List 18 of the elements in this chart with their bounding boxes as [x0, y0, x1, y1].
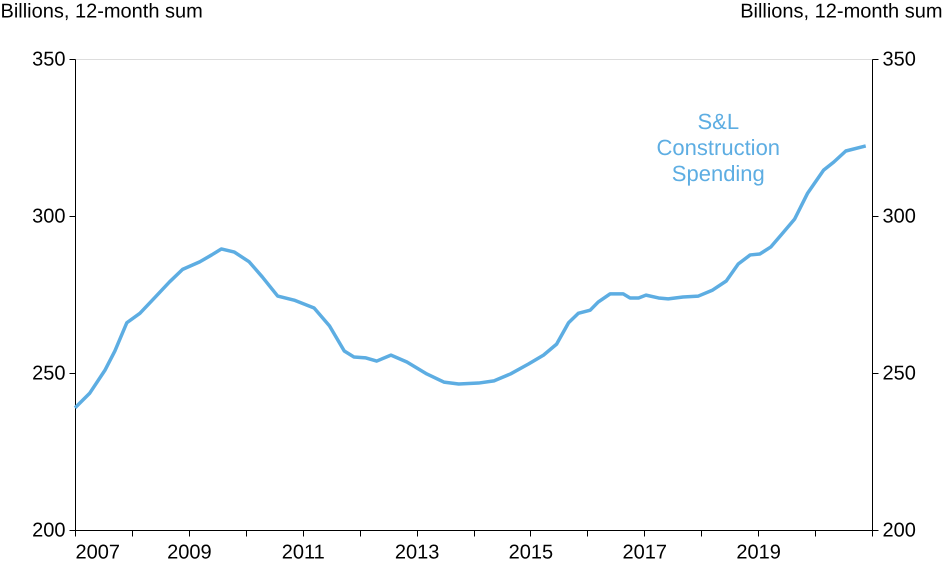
x-tick-label: 2013 [394, 542, 440, 564]
y-axis-title: Billions, 12-month sum [0, 0, 203, 22]
y-tick-label: 250 [32, 362, 66, 384]
y2-tick-label: 250 [882, 362, 916, 384]
y2-tick-label: 300 [882, 206, 916, 228]
y-tick-label: 300 [32, 206, 66, 228]
y2-tick-label: 350 [882, 48, 916, 70]
x-tick-label: 2009 [167, 542, 212, 564]
x-tick-label: 2017 [622, 542, 668, 564]
y2-axis-title: Billions, 12-month sum [740, 0, 942, 22]
y-tick-label: 200 [32, 520, 66, 542]
x-tick-label: 2015 [508, 542, 554, 564]
x-tick-label: 2007 [76, 542, 120, 564]
series-label: S&L Construction Spending [656, 108, 780, 186]
y-tick-label: 350 [32, 48, 66, 70]
y2-tick-label: 200 [882, 520, 916, 542]
x-tick-label: 2011 [282, 542, 325, 564]
x-tick-label: 2019 [736, 542, 781, 564]
